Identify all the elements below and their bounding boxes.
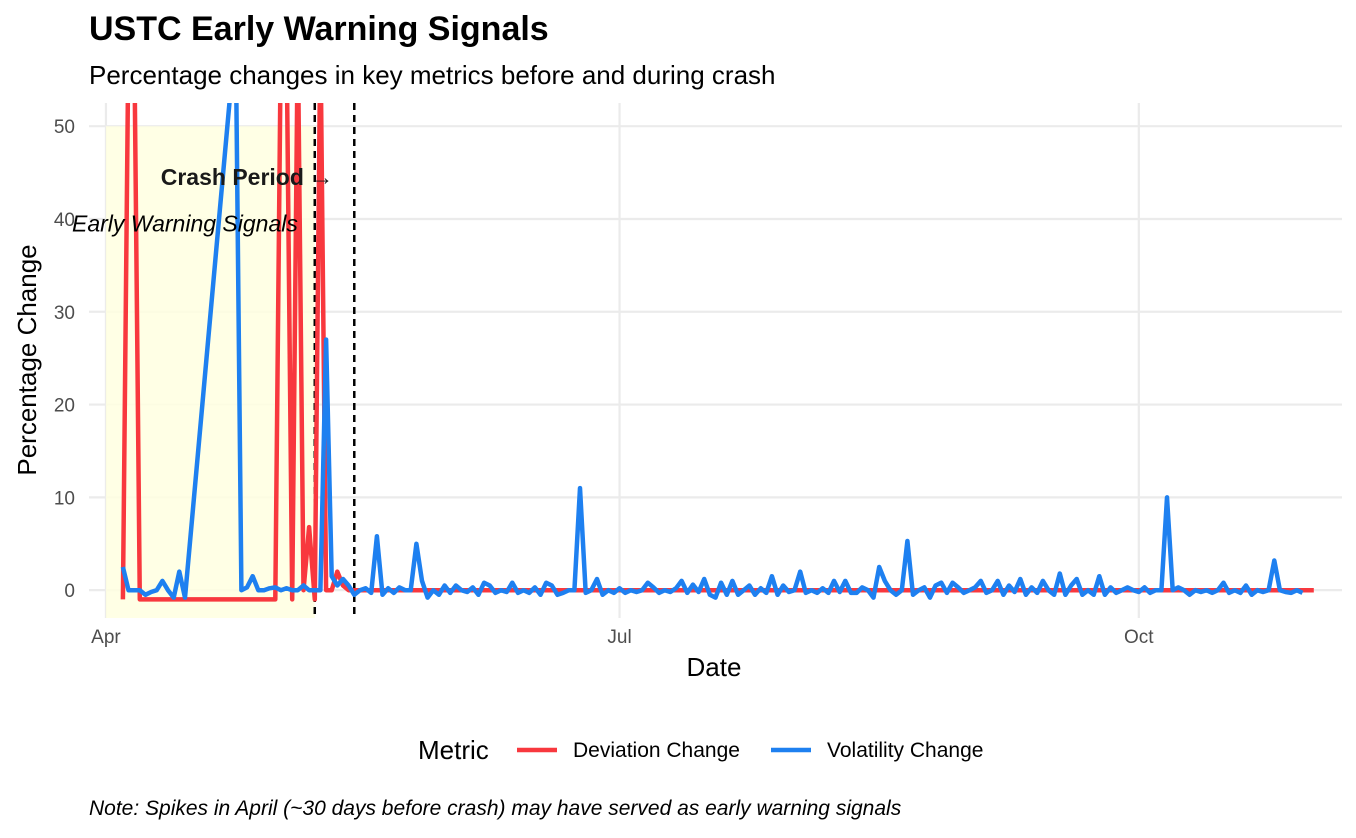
y-tick-label: 0 [64, 581, 75, 602]
x-tick-label: Jul [607, 627, 631, 648]
chart-annotation: Crash Period → [161, 164, 334, 190]
legend-label: Deviation Change [573, 739, 740, 762]
y-axis-title: Percentage Change [12, 244, 42, 475]
series-layer [120, 103, 1314, 602]
legend-title: Metric [418, 735, 489, 765]
axis-layer: Apr Jul Oct 0 10 20 30 40 50 [54, 117, 1154, 648]
x-axis-title: Date [687, 652, 742, 682]
vline-layer [313, 103, 356, 618]
legend: Metric Deviation Change Volatility Change [418, 735, 983, 765]
y-tick-label: 50 [54, 117, 75, 138]
y-tick-label: 20 [54, 396, 75, 417]
x-tick-label: Oct [1124, 627, 1154, 648]
series-line [120, 103, 1314, 602]
chart-title: USTC Early Warning Signals [89, 10, 549, 48]
chart-subtitle: Percentage changes in key metrics before… [89, 60, 776, 90]
annot-layer: Crash Period → Early Warning Signals [72, 164, 333, 236]
series-line [120, 103, 1304, 600]
y-tick-label: 30 [54, 303, 75, 324]
chart-caption: Note: Spikes in April (~30 days before c… [89, 797, 902, 820]
legend-label: Volatility Change [827, 739, 983, 762]
y-tick-label: 40 [54, 210, 75, 231]
y-tick-label: 10 [54, 488, 75, 509]
x-tick-label: Apr [91, 627, 121, 648]
chart-annotation: Early Warning Signals [72, 211, 298, 237]
